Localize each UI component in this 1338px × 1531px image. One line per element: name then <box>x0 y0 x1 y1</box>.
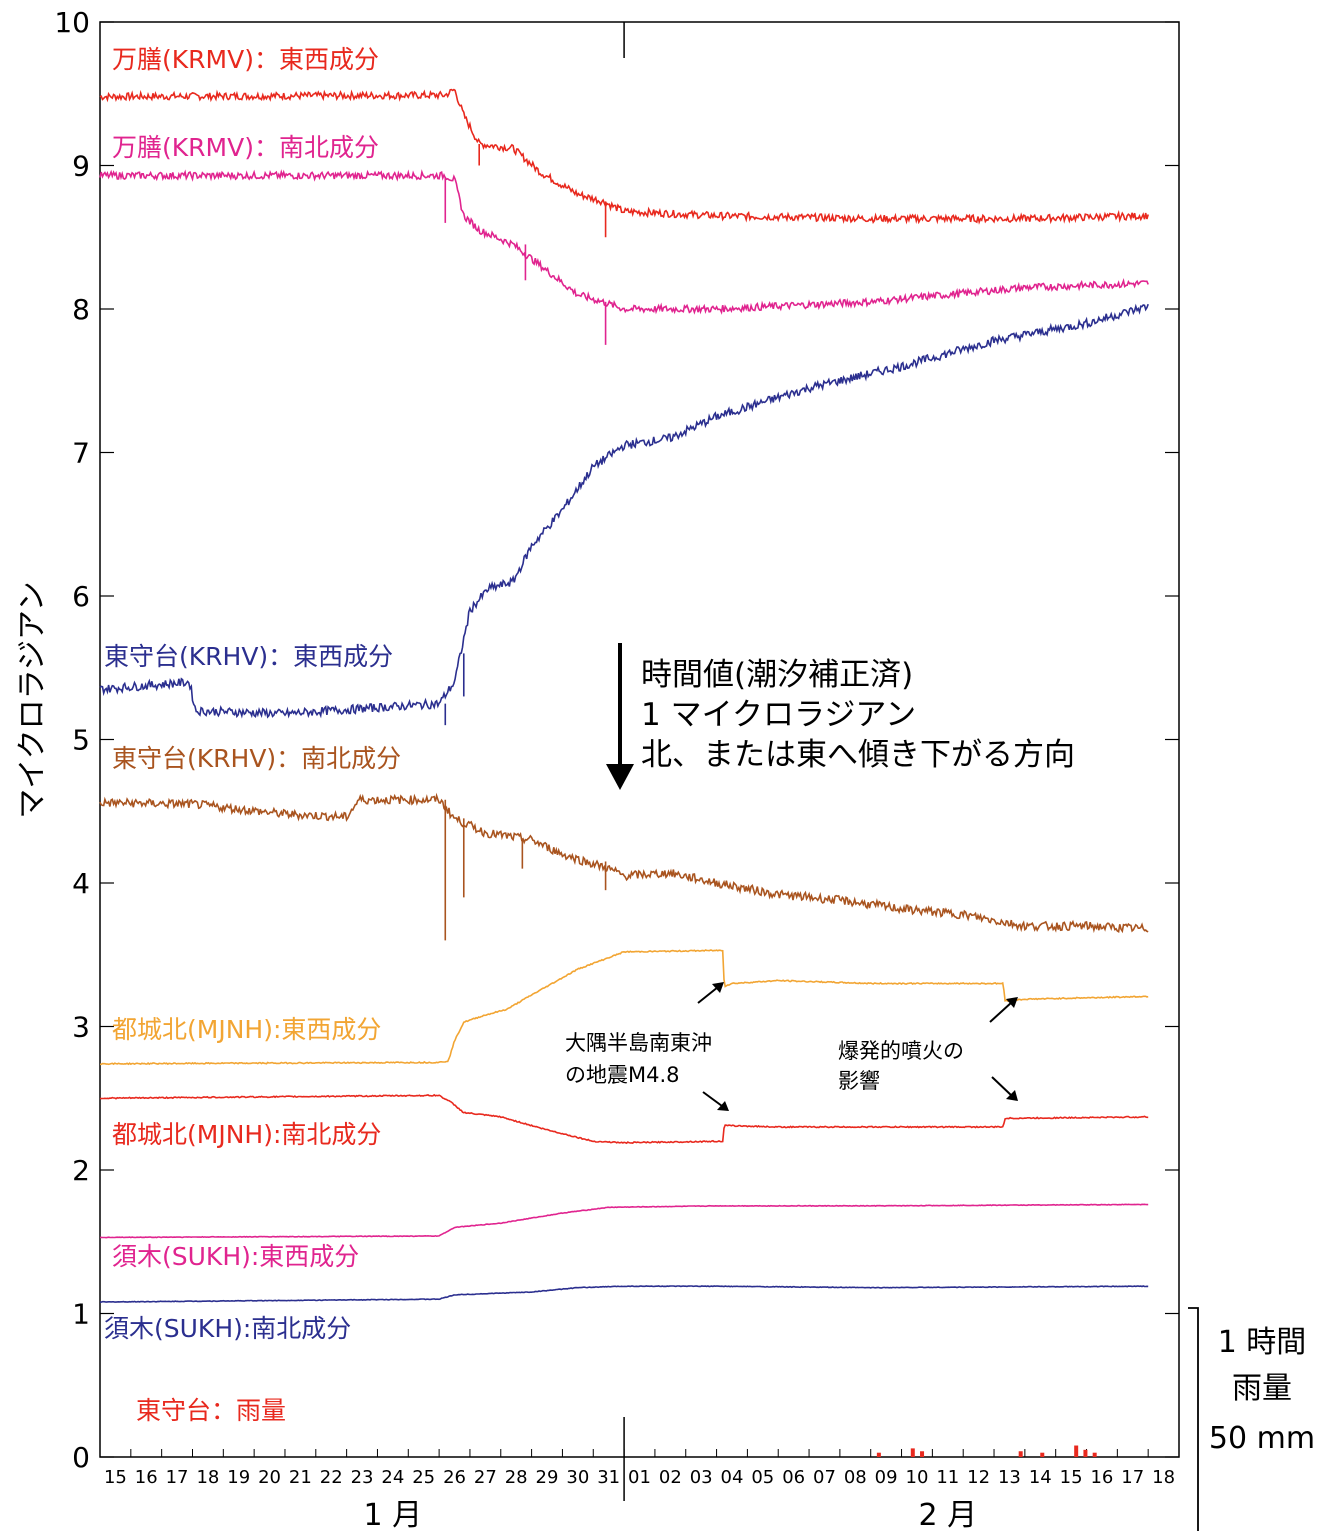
annotation-arrow-head <box>1006 1090 1018 1101</box>
y-axis-title: マイクロラジアン <box>15 581 50 819</box>
x-tick-label: 23 <box>351 1467 374 1488</box>
series-line <box>99 792 1149 934</box>
x-tick-label: 18 <box>1152 1467 1175 1488</box>
y-tick-label: 4 <box>72 867 90 900</box>
series-layer <box>99 88 1149 1457</box>
rain-bar <box>1083 1449 1088 1457</box>
rain-bar <box>920 1451 925 1457</box>
x-tick-label: 19 <box>227 1467 250 1488</box>
y-tick-label: 6 <box>72 580 90 613</box>
annotation-text: 爆発的噴火の <box>838 1039 964 1063</box>
annotation-text: 北、または東へ傾き下がる方向 <box>641 737 1075 773</box>
x-tick-label: 08 <box>844 1467 867 1488</box>
x-tick-label: 01 <box>628 1467 651 1488</box>
x-tick-label: 17 <box>1121 1467 1144 1488</box>
annotation-arrow <box>991 1076 1013 1097</box>
annotation-text: 時間値(潮汐補正済) <box>641 657 913 693</box>
month-label: 1 月 <box>364 1498 423 1531</box>
rain-bar <box>1040 1452 1045 1457</box>
rain-bar <box>910 1448 915 1457</box>
month-label: 2 月 <box>918 1498 977 1531</box>
x-tick-label: 16 <box>1090 1467 1113 1488</box>
x-tick-label: 21 <box>289 1467 312 1488</box>
x-tick-label: 11 <box>936 1467 959 1488</box>
x-tick-label: 07 <box>813 1467 836 1488</box>
series-line <box>99 1093 1149 1145</box>
x-tick-label: 12 <box>967 1467 990 1488</box>
rain-bar <box>1074 1445 1079 1457</box>
annotation-arrow-head <box>712 982 724 993</box>
x-tick-label: 22 <box>320 1467 343 1488</box>
y-tick-label: 7 <box>72 437 90 470</box>
series-line <box>100 949 1149 1066</box>
annotation-arrow <box>989 1001 1013 1023</box>
x-tick-label: 27 <box>474 1467 497 1488</box>
series-label: 東守台(KRHV)：東西成分 <box>104 642 393 671</box>
series-line <box>99 1203 1149 1239</box>
x-tick-label: 26 <box>443 1467 466 1488</box>
series-label: 東守台(KRHV)：南北成分 <box>112 744 401 773</box>
x-tick-label: 09 <box>875 1467 898 1488</box>
y-tick-label: 3 <box>72 1011 90 1044</box>
x-tick-label: 14 <box>1029 1467 1052 1488</box>
series-label: 東守台：雨量 <box>136 1396 286 1425</box>
x-tick-label: 06 <box>782 1467 805 1488</box>
annotation-text: 1 マイクロラジアン <box>641 697 916 733</box>
series-label: 都城北(MJNH):南北成分 <box>112 1120 381 1149</box>
x-tick-label: 15 <box>104 1467 127 1488</box>
y-tick-label: 8 <box>72 293 90 326</box>
x-tick-label: 28 <box>505 1467 528 1488</box>
x-tick-label: 30 <box>566 1467 589 1488</box>
x-tick-label: 25 <box>412 1467 435 1488</box>
x-tick-label: 16 <box>135 1467 158 1488</box>
x-tick-label: 15 <box>1060 1467 1083 1488</box>
series-line <box>99 1285 1149 1304</box>
x-tick-label: 20 <box>258 1467 281 1488</box>
x-tick-label: 10 <box>906 1467 929 1488</box>
x-tick-label: 05 <box>751 1467 774 1488</box>
annotation-arrow <box>702 1091 723 1107</box>
y-tick-label: 0 <box>72 1441 90 1474</box>
series-label: 都城北(MJNH):東西成分 <box>112 1015 381 1044</box>
rain-scale-text: 1 時間 <box>1218 1325 1307 1360</box>
annotation-arrow <box>697 986 719 1004</box>
annotation-text: の地震M4.8 <box>565 1063 680 1087</box>
series-line <box>99 169 1149 315</box>
annotation-text: 大隅半島南東沖 <box>565 1031 712 1055</box>
rain-scale-bracket <box>1188 1307 1199 1531</box>
series-label: 須木(SUKH):東西成分 <box>112 1242 359 1271</box>
x-tick-label: 18 <box>196 1467 219 1488</box>
x-tick-label: 13 <box>998 1467 1021 1488</box>
x-tick-label: 29 <box>536 1467 559 1488</box>
plot-frame <box>99 21 1180 1501</box>
annotation-arrow-head <box>717 1101 729 1111</box>
rain-scale-text: 雨量 <box>1232 1371 1292 1406</box>
series-line <box>99 303 1149 719</box>
y-tick-label: 2 <box>72 1154 90 1187</box>
x-tick-label: 31 <box>597 1467 620 1488</box>
y-tick-label: 5 <box>72 724 90 757</box>
x-tick-label: 03 <box>690 1467 713 1488</box>
annotation-arrow-head <box>1006 997 1018 1008</box>
series-label: 万膳(KRMV)：東西成分 <box>112 45 379 74</box>
scale-arrow-head <box>606 764 634 790</box>
y-tick-label: 10 <box>54 6 90 39</box>
x-tick-label: 17 <box>166 1467 189 1488</box>
x-tick-label: 02 <box>659 1467 682 1488</box>
y-tick-label: 9 <box>72 150 90 183</box>
series-line <box>99 88 1149 225</box>
series-label: 万膳(KRMV)：南北成分 <box>112 133 379 162</box>
rain-bar <box>1018 1451 1023 1457</box>
rain-scale-text: 50 mm <box>1209 1421 1315 1456</box>
x-tick-label: 04 <box>721 1467 744 1488</box>
annotation-text: 影響 <box>838 1069 880 1093</box>
x-tick-label: 24 <box>381 1467 404 1488</box>
rain-bar <box>1092 1452 1097 1457</box>
rain-bar <box>876 1452 881 1457</box>
y-tick-label: 1 <box>72 1298 90 1331</box>
series-label: 須木(SUKH):南北成分 <box>104 1314 351 1343</box>
